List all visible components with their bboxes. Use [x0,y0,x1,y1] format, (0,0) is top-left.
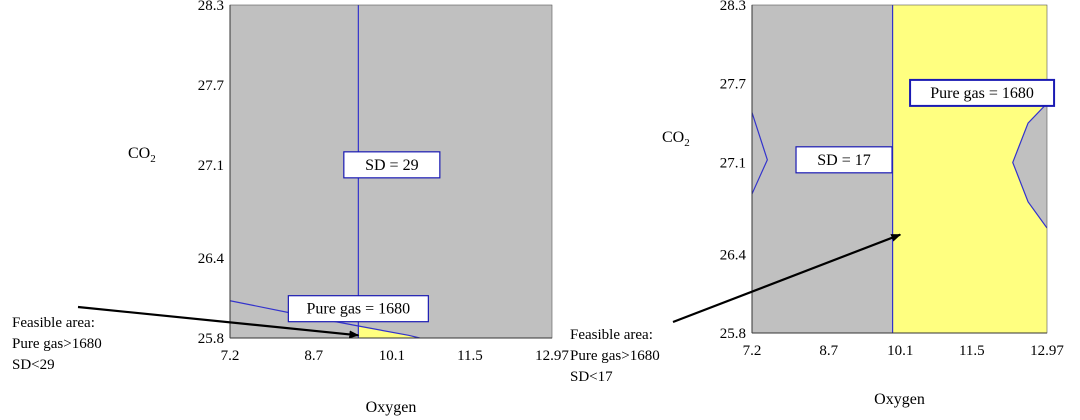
x-axis-label: Oxygen [874,391,925,408]
y-tick-label: 25.8 [720,326,746,342]
x-tick-label: 7.2 [221,348,240,364]
contour-label-box [909,78,1056,107]
x-tick-label: 10.1 [887,343,913,359]
contour-line [1012,102,1047,229]
x-tick-label: 8.7 [304,348,323,364]
contour-label-sd: SD = 17 [795,146,893,174]
y-tick-labels: 25.8 26.4 27.1 27.7 28.3 [720,0,747,342]
feasible-area-annotation: Feasible area: Pure gas>1680 SD<29 [12,305,360,373]
x-tick-label: 11.5 [457,348,483,364]
contour-label-text: SD = 17 [817,152,870,169]
plot-border [751,4,1048,334]
x-tick-label: 12.97 [535,348,569,364]
y-tick-label: 28.3 [198,0,224,14]
contour-label-text: Pure gas = 1680 [930,85,1034,102]
annotation-line: SD<29 [12,357,55,373]
y-tick-labels: 25.8 26.4 27.1 27.7 28.3 [198,0,225,347]
x-tick-labels: 7.2 8.7 10.1 11.5 12.97 [221,348,570,364]
y-axis-label: CO2 [662,129,690,149]
contour-label-text: SD = 29 [365,157,418,174]
annotation-line: SD<17 [570,369,613,385]
y-tick-label: 27.1 [720,155,746,171]
contour-label-box [343,151,441,179]
annotation-arrow [77,305,360,339]
y-tick-label: 27.1 [198,158,224,174]
x-axis-label: Oxygen [366,399,417,416]
y-axis-label: CO2 [128,145,156,165]
annotation-line: Feasible area: [12,315,95,331]
contour-label-pure-gas: Pure gas = 1680 [287,295,429,323]
x-tick-label: 10.1 [379,348,405,364]
y-tick-label: 28.3 [720,0,746,14]
contour-label-box [287,295,429,323]
axes [229,4,553,339]
x-tick-labels: 7.2 8.7 10.1 11.5 12.97 [743,343,1065,359]
y-tick-label: 27.7 [198,78,225,94]
annotation-arrow [672,233,902,324]
x-tick-label: 11.5 [959,343,985,359]
annotation-line: Pure gas>1680 [570,348,660,364]
y-tick-label: 26.4 [720,247,747,263]
feasible-area-annotation: Feasible area: Pure gas>1680 SD<17 [570,233,902,385]
y-tick-label: 25.8 [198,331,224,347]
contour-label-box [795,146,893,174]
y-tick-label: 26.4 [198,251,225,267]
plot-border [229,4,553,339]
x-tick-label: 7.2 [743,343,762,359]
contour-label-sd: SD = 29 [343,151,441,179]
x-tick-label: 12.97 [1030,343,1064,359]
contour-line [230,300,420,338]
contour-line [752,112,768,195]
contour-plot-left: 25.8 26.4 27.1 27.7 28.3 7.2 8.7 10.1 11… [12,0,569,416]
annotation-line: Pure gas>1680 [12,336,102,352]
x-tick-label: 8.7 [819,343,838,359]
contour-label-text: Pure gas = 1680 [307,301,411,318]
contour-label-pure-gas: Pure gas = 1680 [909,78,1056,107]
contour-plot-right: 25.8 26.4 27.1 27.7 28.3 7.2 8.7 10.1 11… [570,0,1064,408]
axes [751,4,1048,334]
y-tick-label: 27.7 [720,77,747,93]
annotation-line: Feasible area: [570,327,653,343]
